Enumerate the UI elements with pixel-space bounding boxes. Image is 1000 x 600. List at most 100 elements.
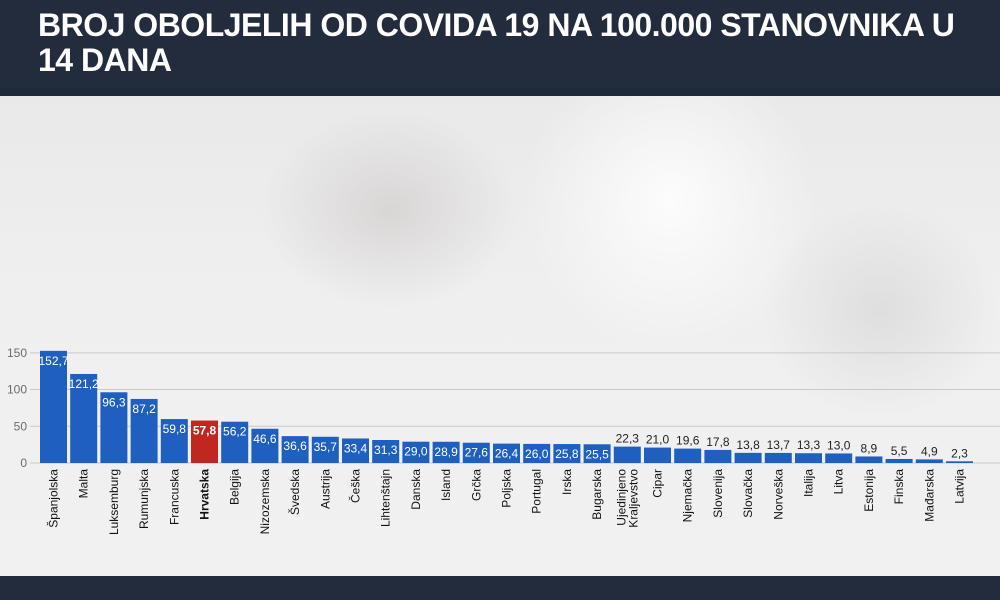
category-label-group: Portugal [530,469,544,514]
bar [432,441,460,463]
bar [764,452,792,463]
bar [130,398,158,463]
bar [674,448,702,463]
category-label: Norveška [771,469,785,520]
bar [100,392,128,463]
bar [493,443,520,463]
bar [342,438,369,463]
category-label: Italija [802,469,816,497]
category-label-group: Danska [409,469,423,510]
bar [704,449,732,463]
category-label: Cipar [651,469,665,498]
bar [795,453,822,463]
data-label: 121,2 [69,377,99,391]
category-label: Poljska [500,469,514,508]
background-face-shape [260,110,520,310]
category-label-group: Litva [832,469,846,495]
data-label: 22,3 [616,432,640,446]
category-label-group: Finska [892,469,906,505]
category-label-group: Rumunjska [137,469,151,529]
category-label: Malta [77,469,91,499]
category-label-group: Hrvatska [198,469,212,520]
data-label: 31,3 [374,443,398,457]
category-label: Lihtenštajn [379,469,393,527]
data-label: 13,3 [797,438,821,452]
bar [281,436,309,463]
category-label-group: Nizozemska [258,469,272,535]
bar [553,444,581,463]
category-label: Nizozemska [258,469,272,535]
category-label-group: Slovenija [711,469,725,518]
category-label: Slovenija [711,469,725,518]
data-label: 56,2 [223,425,247,439]
category-label: Austrija [318,469,332,509]
data-label: 46,6 [253,432,277,446]
bar [462,442,490,463]
data-label: 2,3 [951,446,968,460]
data-label: 33,4 [344,441,368,455]
bar [221,421,249,463]
category-label-group: Austrija [318,469,332,509]
y-tick-label: 150 [7,346,27,360]
category-label-group: Češka [348,469,363,503]
data-label: 8,9 [861,441,878,455]
category-label-group: Bugarska [590,469,604,520]
category-label-group: Norveška [771,469,785,520]
category-label-group: Španjolska [46,469,61,528]
footer-bar [0,576,1000,600]
category-label: Hrvatska [198,469,212,520]
bar [372,440,400,463]
category-label: Portugal [530,469,544,514]
category-label-group: Poljska [500,469,514,508]
category-label-group: Lihtenštajn [379,469,393,527]
category-label-group: Estonija [862,469,876,512]
data-label: 13,7 [767,438,791,452]
bar [191,420,218,463]
bar [613,446,641,463]
category-label-group: Latvija [953,469,967,504]
title-bar: BROJ OBOLJELIH OD COVIDA 19 NA 100.000 S… [0,0,1000,88]
category-label-group: Njemačka [681,469,695,523]
category-label: Mađarska [922,469,936,522]
bar-chart: 0 50 100 150 152,7 Španjolska 121,2 Malta 96,3 Lu… [7,346,1000,535]
category-label: Grčka [469,469,483,501]
bar [946,461,973,463]
bar [855,456,883,463]
background-coat-shape [760,200,1000,420]
background-photo [0,96,1000,576]
data-label: 57,8 [193,424,217,438]
y-tick-label: 50 [14,419,28,433]
category-label-group: Italija [802,469,816,497]
category-label: Irska [560,469,574,495]
category-label: Slovačka [741,469,755,518]
data-label: 4,9 [921,444,938,458]
bar [523,443,551,463]
data-label: 27,6 [465,446,489,460]
category-label-group: Island [439,469,453,501]
bar [734,452,762,463]
data-label: 5,5 [891,444,908,458]
category-label: Francuska [167,469,181,525]
data-label: 17,8 [706,435,730,449]
bar [160,419,188,463]
data-label: 13,8 [736,438,760,452]
category-label: Luksemburg [107,469,121,535]
category-label: Kraljevstvo [626,469,640,528]
data-label: 28,9 [434,445,458,459]
category-label-group: Luksemburg [107,469,121,535]
category-label: Španjolska [46,469,61,528]
bar [40,350,67,463]
category-label: Danska [409,469,423,510]
data-label: 25,8 [555,447,579,461]
category-label-group: Cipar [651,469,665,498]
category-label-group: Francuska [167,469,181,525]
category-label: Finska [892,469,906,505]
category-label: Švedska [287,469,302,515]
category-label-group: Belgija [228,469,242,505]
category-label: Njemačka [681,469,695,523]
bar [583,444,611,463]
bar [885,458,913,463]
chart-title: BROJ OBOLJELIH OD COVIDA 19 NA 100.000 S… [38,7,955,78]
category-label: Ujedinjeno [614,469,628,526]
data-label: 35,7 [314,440,338,454]
